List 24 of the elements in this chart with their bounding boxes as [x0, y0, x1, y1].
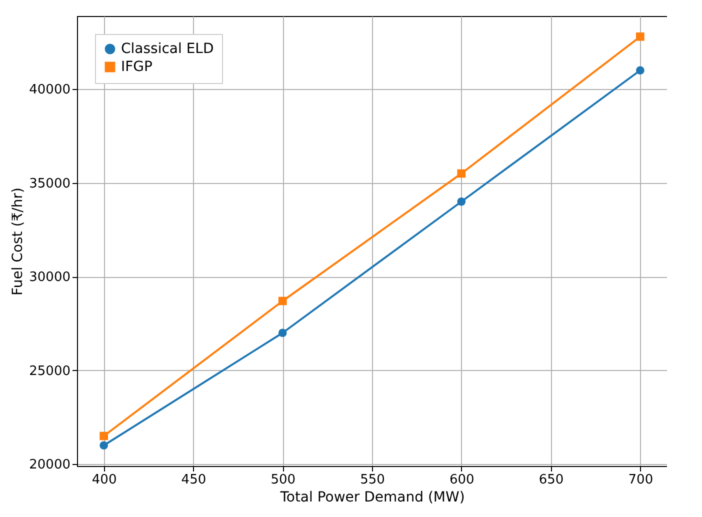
- y-tick-label: 35000: [29, 176, 70, 192]
- x-tick-label: 500: [270, 472, 296, 488]
- point: [278, 328, 287, 338]
- point: [100, 441, 108, 450]
- x-tick-label: 700: [628, 472, 654, 488]
- legend-label: IFGP: [121, 59, 152, 75]
- point: [457, 197, 466, 206]
- point: [278, 296, 287, 306]
- x-axis-title: Total Power Demand (MW): [279, 490, 465, 506]
- x-tick-label: 550: [360, 472, 385, 488]
- point: [100, 432, 108, 440]
- y-tick-label: 30000: [29, 270, 70, 286]
- point: [636, 32, 644, 41]
- point: [636, 66, 644, 75]
- point: [457, 169, 466, 178]
- y-axis-title: Fuel Cost (₹/hr): [10, 188, 26, 296]
- legend-label: Classical ELD: [121, 41, 214, 57]
- x-tick-label: 650: [538, 472, 564, 488]
- y-tick-label: 40000: [29, 82, 70, 98]
- y-tick-label: 25000: [29, 364, 70, 379]
- x-tick-label: 600: [449, 472, 474, 488]
- x-tick-label: 450: [181, 472, 206, 488]
- x-tick-label: 400: [92, 472, 117, 488]
- y-tick-label: 20000: [29, 458, 70, 473]
